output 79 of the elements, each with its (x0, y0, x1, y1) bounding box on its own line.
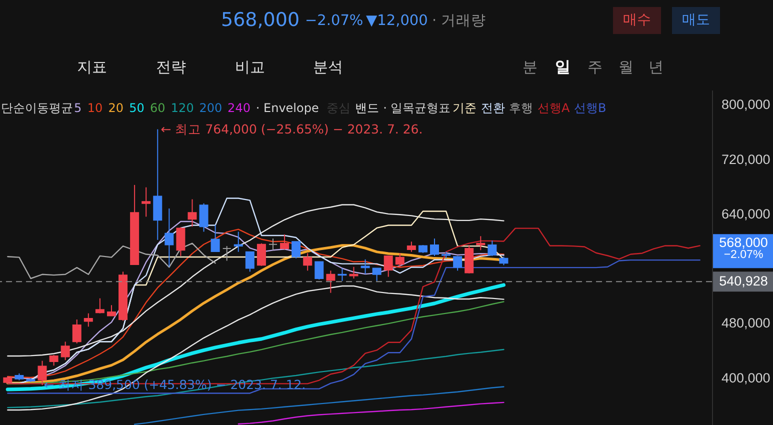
text: −2.07% (305, 13, 364, 29)
text: 비교 (235, 58, 265, 76)
candlestick (60, 341, 70, 361)
candlestick (292, 241, 301, 259)
candlestick (222, 246, 232, 262)
text: 매도 (682, 12, 710, 28)
candlestick (95, 298, 104, 314)
candlestick (106, 304, 116, 316)
candlestick (338, 268, 347, 282)
ref-line-label: 540,928 (719, 274, 768, 289)
text: 분석 (313, 58, 343, 76)
candlestick (245, 251, 254, 272)
text: 568,000 (221, 9, 300, 31)
candlestick (142, 186, 151, 218)
candlestick (314, 261, 324, 280)
candlestick (199, 202, 208, 232)
candlestick (384, 255, 393, 278)
text: 밴드 (354, 101, 379, 115)
text: 후행 (509, 101, 534, 115)
annotation: 단순이동평균 (1, 101, 73, 115)
line-series (6, 283, 506, 392)
annotation: · Envelope (256, 101, 319, 115)
candlestick (453, 255, 462, 272)
candlestick (188, 198, 197, 228)
text: ▼12,000 (366, 13, 428, 29)
text: 568,000 (719, 235, 768, 250)
candlestick (176, 226, 186, 256)
text: 5 (74, 101, 82, 115)
text: 주 (588, 58, 602, 76)
text: 년 (648, 58, 664, 76)
y-tick-label: 480,000 (722, 316, 770, 331)
candlestick (406, 241, 416, 252)
line-series (7, 285, 504, 411)
text: 전략 (156, 58, 186, 76)
y-tick-label: 400,000 (722, 370, 770, 386)
text: 월 (618, 58, 634, 76)
text: 20 (108, 101, 124, 115)
y-tick-label: 800,000 (722, 97, 770, 112)
candlestick (72, 318, 82, 344)
candlestick (395, 252, 404, 268)
candlestick (349, 266, 358, 279)
text: 선행A (538, 101, 571, 115)
y-tick-label: 720,000 (722, 152, 770, 167)
line-series (7, 204, 504, 357)
text: 매수 (623, 12, 651, 28)
text: 선행B (574, 101, 606, 115)
candlestick (164, 208, 174, 268)
candlestick (488, 240, 497, 256)
annotation: ← 최고 764,000 (−25.65%) − 2023. 7. 26. (160, 121, 423, 136)
candlestick (430, 238, 440, 256)
candlestick (234, 231, 243, 252)
text: −2.07% (724, 249, 764, 262)
candlestick (280, 234, 290, 250)
candlestick (303, 252, 312, 272)
text: 120 (170, 101, 194, 115)
text: 일 (555, 58, 571, 76)
candlestick (326, 270, 336, 294)
text: 전환 (480, 101, 505, 115)
candlestick (268, 238, 278, 251)
text: 10 (87, 101, 103, 115)
line-series (238, 402, 504, 425)
text: 분 (522, 58, 538, 76)
text: 60 (150, 101, 166, 115)
candlestick (210, 224, 220, 252)
candlestick (360, 258, 370, 275)
candlestick (372, 268, 382, 282)
text: 240 (228, 101, 250, 115)
text: 200 (199, 101, 222, 115)
text: · 거래량 (432, 13, 486, 29)
y-tick-label: 640,000 (722, 206, 770, 222)
text: 지표 (77, 58, 107, 76)
text: 50 (129, 101, 144, 115)
candlestick (84, 312, 93, 328)
candlestick (49, 354, 58, 366)
text: 기준 (452, 101, 477, 115)
candlestick (256, 242, 266, 266)
annotation: · 일목균형표 (383, 101, 451, 115)
line-series (7, 348, 504, 408)
candlestick (153, 128, 162, 240)
